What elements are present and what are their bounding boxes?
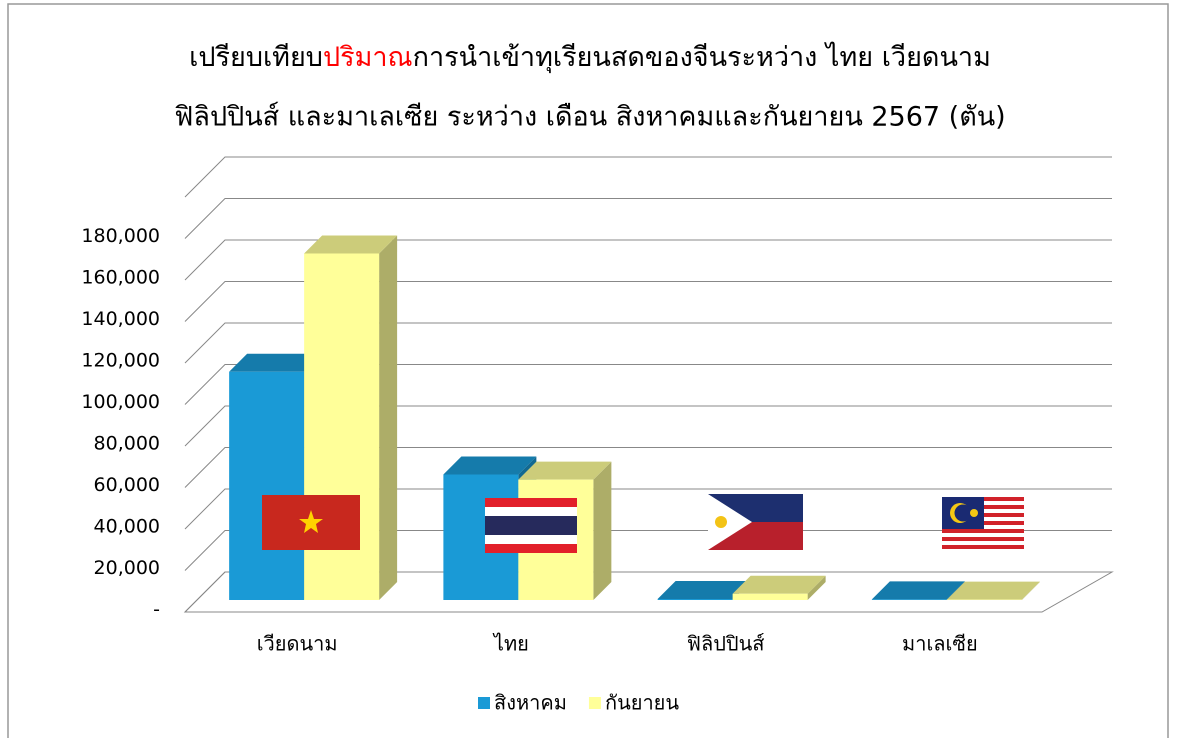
flag-malaysia [942, 497, 1024, 553]
bar-side [1021, 581, 1040, 600]
grid-line [184, 281, 1112, 322]
bar-top [518, 461, 612, 480]
title-part: การนำเข้าทุเรียนสดของจีนระหว่าง ไทย เวีย… [413, 42, 991, 74]
x-tick-label: มาเลเซีย [902, 632, 978, 656]
y-tick-label: 20,000 [94, 557, 160, 579]
grid-line [184, 530, 1112, 571]
x-tick-label: ไทย [492, 632, 529, 656]
legend-swatch [478, 697, 490, 709]
flag-philippines [708, 494, 803, 550]
chart-title: เปรียบเทียบปริมาณการนำเข้าทุเรียนสดของจี… [189, 42, 991, 74]
wall-top [184, 156, 1112, 198]
bar-top [229, 353, 323, 372]
bar-top [304, 235, 398, 254]
y-tick-label: - [153, 599, 160, 621]
bar-front [871, 599, 947, 600]
grid-line [184, 447, 1112, 488]
bar-top [871, 581, 965, 600]
legend-swatch [588, 697, 601, 709]
bar-side [807, 575, 826, 600]
flags [262, 494, 1024, 553]
y-tick-label: 80,000 [94, 433, 160, 455]
y-tick-label: 160,000 [81, 267, 160, 289]
bar-front [732, 593, 808, 600]
bar-top [946, 581, 1040, 600]
bar-front [229, 371, 305, 600]
flag-vietnam [262, 495, 360, 550]
legend-label: กันยายน [605, 691, 679, 715]
grid-line [184, 405, 1112, 447]
grid-line [184, 571, 1112, 613]
y-tick-label: 180,000 [81, 225, 160, 247]
legend: สิงหาคม กันยายน [478, 691, 679, 715]
bar [732, 575, 826, 600]
title-part: เปรียบเทียบ [189, 42, 323, 73]
grid-line [184, 198, 1112, 239]
x-tick-label: เวียดนาม [257, 632, 338, 656]
grid-line [184, 322, 1112, 364]
x-tick-label: ฟิลิปปินส์ [687, 632, 765, 656]
bar-top [657, 580, 751, 599]
grid-line [184, 364, 1112, 405]
bar-top [443, 456, 537, 475]
y-tick-label: 60,000 [94, 474, 160, 496]
bar-front [657, 598, 733, 600]
title-highlight: ปริมาณ [323, 42, 413, 73]
legend-label: สิงหาคม [494, 691, 567, 715]
bar-top [732, 575, 826, 594]
y-tick-label: 100,000 [81, 391, 160, 413]
frame [7, 3, 1169, 738]
bar-side [593, 461, 612, 600]
bar [946, 581, 1040, 600]
y-tick-label: 140,000 [81, 308, 160, 330]
grid-line [184, 488, 1112, 530]
y-tick-label: 40,000 [94, 516, 160, 538]
chart-title: ฟิลิปปินส์ และมาเลเซีย ระหว่าง เดือน สิง… [174, 101, 1005, 133]
y-tick-label: 120,000 [81, 350, 160, 372]
grid-line [184, 239, 1112, 281]
flag-thailand [485, 498, 577, 553]
bar-side [379, 235, 398, 600]
